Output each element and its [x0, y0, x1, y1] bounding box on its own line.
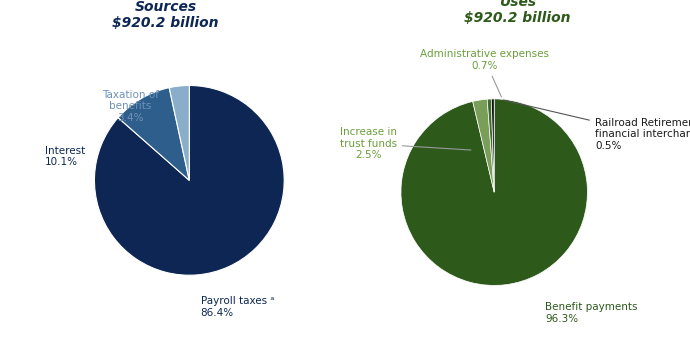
- Wedge shape: [473, 99, 494, 192]
- Text: Benefit payments
96.3%: Benefit payments 96.3%: [546, 302, 638, 324]
- Text: Administrative expenses
0.7%: Administrative expenses 0.7%: [420, 49, 549, 97]
- Text: Taxation of
benefits
3.4%: Taxation of benefits 3.4%: [102, 90, 159, 123]
- Wedge shape: [401, 99, 587, 285]
- Text: Payroll taxes ᵃ
86.4%: Payroll taxes ᵃ 86.4%: [201, 296, 274, 318]
- Text: Railroad Retirement
financial interchange
0.5%: Railroad Retirement financial interchang…: [504, 100, 690, 151]
- Text: Interest
10.1%: Interest 10.1%: [45, 146, 86, 167]
- Text: Increase in
trust funds
2.5%: Increase in trust funds 2.5%: [339, 127, 471, 160]
- Text: Sources
$920.2 billion: Sources $920.2 billion: [112, 0, 219, 30]
- Text: Uses
$920.2 billion: Uses $920.2 billion: [464, 0, 571, 25]
- Wedge shape: [487, 99, 494, 192]
- Wedge shape: [118, 88, 189, 180]
- Wedge shape: [491, 99, 494, 192]
- Wedge shape: [169, 85, 189, 180]
- Wedge shape: [95, 85, 284, 275]
